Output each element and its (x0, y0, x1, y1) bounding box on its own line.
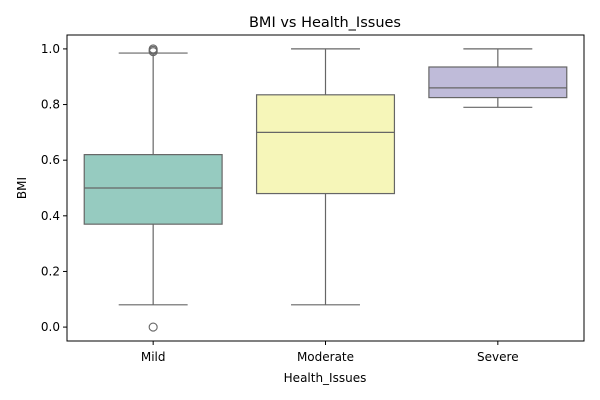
y-axis-label: BMI (15, 177, 29, 199)
box-moderate (255, 94, 396, 195)
x-tick-label: Mild (141, 350, 166, 364)
x-tick-label: Severe (477, 350, 519, 364)
x-tick-label: Moderate (297, 350, 354, 364)
y-tick-label: 0.2 (41, 264, 60, 278)
y-tick-label: 0.6 (41, 153, 60, 167)
y-tick-label: 0.8 (41, 98, 60, 112)
y-tick-label: 1.0 (41, 42, 60, 56)
chart-marks: 0.0 0.2 0.4 0.6 0.8 1.0 Mild Moderate Severe (41, 42, 568, 364)
outlier-point (148, 44, 158, 54)
box-mild (83, 154, 223, 225)
box-severe (428, 66, 568, 99)
y-tick-label: 0.4 (41, 209, 60, 223)
chart-title: BMI vs Health_Issues (249, 15, 401, 31)
y-tick-label: 0.0 (41, 320, 60, 334)
outlier-point (148, 322, 158, 332)
x-axis-label: Health_Issues (284, 371, 367, 385)
